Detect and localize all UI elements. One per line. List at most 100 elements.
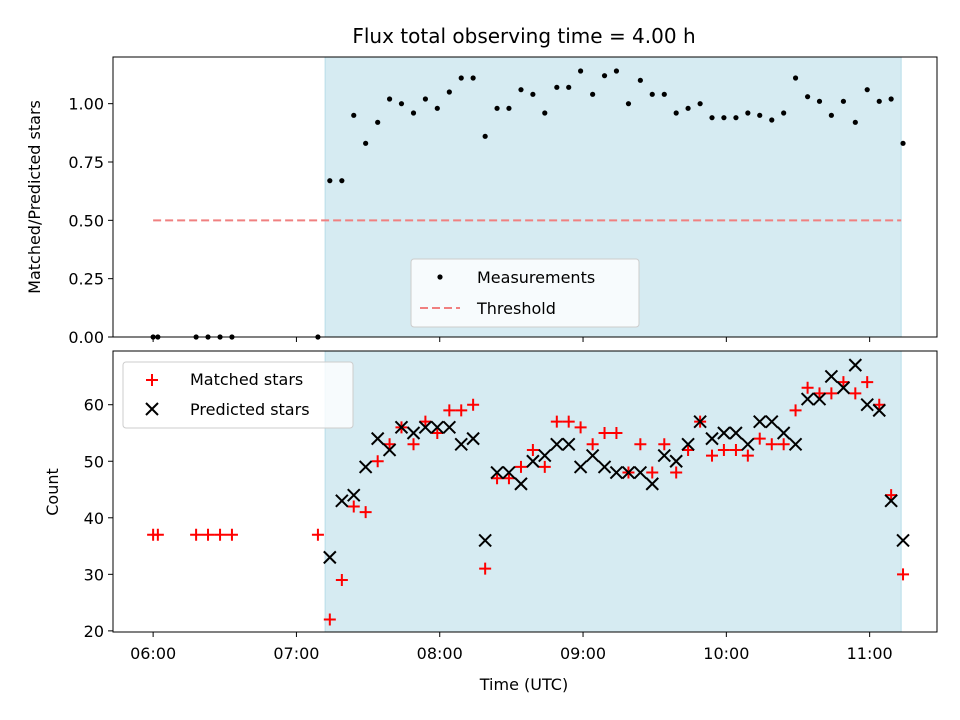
matched-star-point	[837, 376, 850, 389]
legend-threshold-label: Threshold	[476, 299, 556, 318]
measurement-point	[542, 110, 548, 116]
measurement-point	[327, 178, 333, 184]
predicted-star-point	[550, 437, 564, 451]
predicted-star-point	[478, 533, 492, 548]
measurement-point	[494, 105, 500, 111]
legend-predicted-label: Predicted stars	[190, 400, 310, 419]
measurement-point	[661, 91, 667, 97]
bottom-xtick-label: 10:00	[703, 644, 749, 663]
matched-star-point	[562, 415, 575, 428]
bottom-panel: 20 30 40 50 60 06:00 07:00 08:00 09:00 10:00 11:0…	[43, 350, 938, 694]
matched-star-point	[526, 443, 539, 456]
predicted-star-point	[502, 465, 516, 480]
bot-ytick-label: 50	[84, 452, 104, 471]
predicted-star-point	[514, 477, 528, 491]
bottom-plot-frame	[112, 350, 938, 633]
measurement-point	[804, 94, 811, 100]
matched-star-point	[225, 528, 238, 541]
bottom-xtick-label: 09:00	[560, 644, 606, 663]
predicted-star-point	[717, 426, 731, 440]
matched-star-point	[479, 562, 492, 575]
predicted-star-point	[836, 381, 851, 395]
matched-star-point	[151, 528, 164, 541]
measurement-point	[685, 105, 691, 111]
measurement-point	[876, 98, 882, 104]
predicted-star-point	[609, 465, 624, 480]
measurement-point	[900, 140, 906, 146]
measurement-point	[422, 96, 429, 102]
matched-star-point	[586, 438, 599, 451]
matched-star-point	[574, 421, 587, 434]
measurement-point	[864, 87, 870, 93]
bottom-xtick-label: 07:00	[273, 644, 319, 663]
matched-star-point	[897, 568, 910, 581]
measurement-point	[852, 119, 858, 125]
bot-ytick-label: 20	[84, 622, 104, 641]
matched-star-point	[443, 404, 456, 417]
measurement-point	[745, 110, 751, 116]
matched-star-point	[455, 404, 468, 417]
predicted-star-point	[394, 420, 409, 435]
bottom-xtick-label: 08:00	[417, 644, 463, 663]
predicted-star-point	[681, 437, 695, 451]
predicted-star-point	[872, 403, 886, 418]
predicted-star-point	[765, 414, 779, 429]
predicted-star-point	[657, 448, 671, 463]
matched-star-point	[801, 381, 814, 394]
matched-star-point	[777, 438, 790, 451]
measurement-point	[578, 68, 584, 74]
top-plot-frame	[112, 56, 938, 338]
predicted-star-point	[335, 494, 349, 508]
measurement-point	[554, 84, 560, 90]
matched-star-point	[813, 387, 826, 400]
measurement-point	[828, 112, 834, 118]
bot-ytick-label: 60	[84, 396, 104, 415]
predicted-star-point	[347, 488, 361, 502]
matched-star-point	[431, 426, 444, 439]
predicted-star-point	[358, 460, 373, 474]
matched-star-point	[371, 455, 384, 468]
matched-star-point	[646, 466, 659, 479]
top-panel: Flux total observing time = 4.00 h 0.00 0…	[25, 24, 938, 347]
matched-star-point	[729, 443, 742, 456]
measurement-point	[518, 87, 524, 93]
legend-matched-marker	[146, 374, 158, 386]
measurement-point	[434, 105, 440, 111]
predicted-star-point	[382, 443, 397, 457]
top-ytick-label: 0.75	[68, 153, 104, 172]
legend-measurements-label: Measurements	[477, 268, 595, 287]
matched-star-point	[214, 528, 227, 541]
predicted-star-point	[693, 414, 707, 429]
measurement-point	[792, 75, 799, 81]
top-chart-title: Flux total observing time = 4.00 h	[352, 24, 695, 48]
predicted-star-point	[418, 420, 433, 435]
legend-predicted-marker	[145, 402, 159, 416]
bottom-xtick-label: 06:00	[130, 644, 176, 663]
predicted-star-point	[824, 369, 839, 384]
predicted-star-point	[466, 431, 480, 446]
measurement-point	[506, 105, 512, 111]
matched-star-point	[538, 460, 551, 473]
matched-star-point	[717, 443, 730, 456]
matched-star-point	[825, 387, 838, 400]
measurement-point	[769, 117, 775, 123]
predicted-star-point	[597, 460, 612, 474]
predicted-star-point	[884, 494, 898, 508]
measurement-point	[781, 110, 787, 116]
predicted-star-point	[370, 431, 385, 446]
matched-star-point	[323, 613, 336, 626]
measurement-point	[757, 112, 763, 118]
measurement-point	[649, 91, 655, 97]
measurement-point	[398, 101, 405, 107]
predicted-star-point	[776, 426, 791, 440]
predicted-star-point	[430, 420, 445, 435]
predicted-star-point	[406, 426, 421, 440]
predicted-star-point	[442, 420, 457, 435]
matched-star-point	[873, 398, 886, 411]
matched-star-point	[190, 528, 203, 541]
matched-star-point	[741, 449, 754, 462]
top-ytick-label: 0.50	[68, 211, 104, 230]
measurement-point	[530, 91, 536, 97]
matched-star-point	[658, 438, 671, 451]
